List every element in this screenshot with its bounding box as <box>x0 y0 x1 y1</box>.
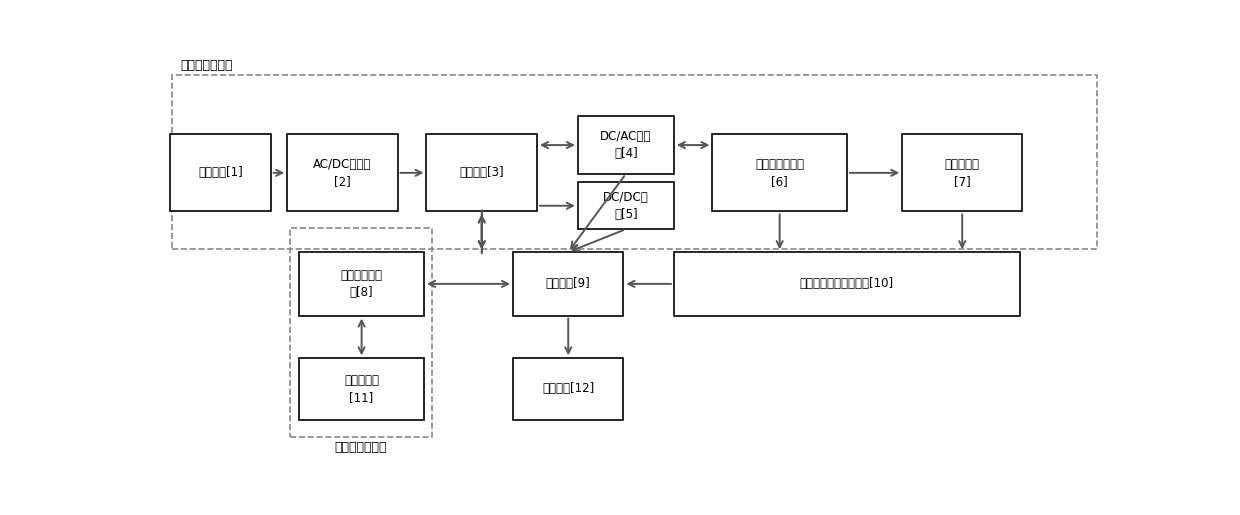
Bar <box>299 358 424 420</box>
Text: 电梯节能子系统: 电梯节能子系统 <box>335 440 387 454</box>
Text: AC/DC整流器
[2]: AC/DC整流器 [2] <box>314 158 372 188</box>
Bar <box>288 134 398 212</box>
Bar <box>578 182 675 229</box>
Bar <box>675 252 1021 316</box>
Text: 主控制器[9]: 主控制器[9] <box>546 278 590 290</box>
Bar <box>713 134 847 212</box>
Text: DC/AC逆变
器[4]: DC/AC逆变 器[4] <box>600 130 651 160</box>
Bar <box>427 134 537 212</box>
Text: 制动单元[12]: 制动单元[12] <box>542 383 594 396</box>
Bar <box>903 134 1022 212</box>
Bar <box>299 252 424 316</box>
Bar <box>290 228 432 437</box>
Text: 电梯驱动子系统: 电梯驱动子系统 <box>180 59 232 72</box>
Text: 外部电网[1]: 外部电网[1] <box>198 166 243 179</box>
Text: 直流母线[3]: 直流母线[3] <box>460 166 503 179</box>
Bar <box>172 75 1096 249</box>
Bar <box>513 252 624 316</box>
Bar <box>578 116 675 174</box>
Text: 电梯运行信息采集单元[10]: 电梯运行信息采集单元[10] <box>800 278 894 290</box>
Text: DC/DC电
源[5]: DC/DC电 源[5] <box>603 191 649 221</box>
Text: 电梯曳引机
[7]: 电梯曳引机 [7] <box>945 158 980 188</box>
Text: 双向直流变换
器[8]: 双向直流变换 器[8] <box>341 269 383 299</box>
Bar <box>170 134 270 212</box>
Bar <box>513 358 624 420</box>
Text: 超级电容组
[11]: 超级电容组 [11] <box>345 374 379 404</box>
Text: 曳引机驱动系统
[6]: 曳引机驱动系统 [6] <box>755 158 805 188</box>
